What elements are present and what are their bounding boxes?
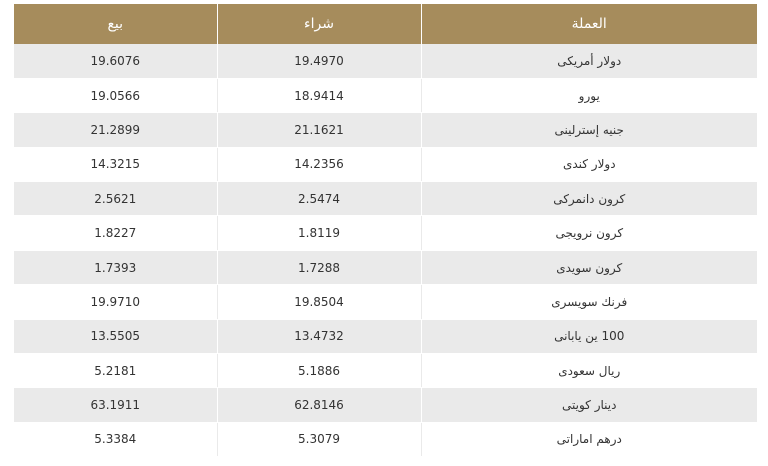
buy-rate: 19.8504 bbox=[216, 284, 421, 320]
table-row: جنيه إسترلينى 21.1621 21.2899 bbox=[14, 112, 757, 148]
buy-rate: 5.1886 bbox=[216, 353, 421, 389]
buy-rate: 14.2356 bbox=[216, 147, 421, 183]
table-row: كرون دانمركى 2.5474 2.5621 bbox=[14, 181, 757, 217]
currency-name: كرون نرويجى bbox=[420, 215, 757, 251]
sell-rate: 14.3215 bbox=[14, 147, 217, 183]
table-row: فرنك سويسرى 19.8504 19.9710 bbox=[14, 284, 757, 320]
table-row: كرون نرويجى 1.8119 1.8227 bbox=[14, 215, 757, 251]
table-row: يورو 18.9414 19.0566 bbox=[14, 78, 757, 114]
sell-rate: 19.9710 bbox=[14, 284, 217, 320]
sell-rate: 5.3384 bbox=[14, 422, 217, 458]
currency-name: دينار كويتى bbox=[420, 387, 757, 423]
table-row: دولار كندى 14.2356 14.3215 bbox=[14, 147, 757, 183]
buy-rate: 18.9414 bbox=[216, 78, 421, 114]
table-row: ريال سعودى 5.1886 5.2181 bbox=[14, 353, 757, 389]
buy-rate: 62.8146 bbox=[216, 387, 421, 423]
table-row: 100 ين يابانى 13.4732 13.5505 bbox=[14, 319, 757, 355]
sell-rate: 5.2181 bbox=[14, 353, 217, 389]
sell-rate: 1.7393 bbox=[14, 250, 217, 286]
sell-rate: 1.8227 bbox=[14, 215, 217, 251]
table-row: دولار أمريكى 19.4970 19.6076 bbox=[14, 44, 757, 79]
table-row: درهم اماراتى 5.3079 5.3384 bbox=[14, 422, 757, 458]
sell-rate: 2.5621 bbox=[14, 181, 217, 217]
header-sell: بيع bbox=[107, 16, 124, 32]
buy-rate: 19.4970 bbox=[216, 44, 421, 79]
header-currency: العملة bbox=[420, 4, 757, 44]
buy-rate: 2.5474 bbox=[216, 181, 421, 217]
sell-rate: 19.6076 bbox=[14, 44, 217, 79]
currency-name: جنيه إسترلينى bbox=[420, 112, 757, 148]
header-buy: شراء bbox=[216, 4, 421, 44]
sell-rate: 19.0566 bbox=[14, 78, 217, 114]
exchange-rates-table-container: العملة شراء بيع دولار أمريكى 19.4970 19.… bbox=[14, 4, 757, 458]
currency-name: ريال سعودى bbox=[420, 353, 757, 389]
table-row: دينار كويتى 62.8146 63.1911 bbox=[14, 387, 757, 423]
currency-name: درهم اماراتى bbox=[420, 422, 757, 458]
currency-name: دولار أمريكى bbox=[420, 44, 757, 79]
currency-name: 100 ين يابانى bbox=[420, 319, 757, 355]
currency-name: كرون دانمركى bbox=[420, 181, 757, 217]
buy-rate: 1.8119 bbox=[216, 215, 421, 251]
currency-name: كرون سويدى bbox=[420, 250, 757, 286]
table-row: كرون سويدى 1.7288 1.7393 bbox=[14, 250, 757, 286]
currency-name: دولار كندى bbox=[420, 147, 757, 183]
table-header-row: العملة شراء بيع bbox=[14, 4, 757, 44]
buy-rate: 21.1621 bbox=[216, 112, 421, 148]
buy-rate: 13.4732 bbox=[216, 319, 421, 355]
buy-rate: 5.3079 bbox=[216, 422, 421, 458]
exchange-rates-table: العملة شراء بيع دولار أمريكى 19.4970 19.… bbox=[14, 4, 757, 458]
currency-name: فرنك سويسرى bbox=[420, 284, 757, 320]
sell-rate: 63.1911 bbox=[14, 387, 217, 423]
currency-name: يورو bbox=[420, 78, 757, 114]
sell-rate: 13.5505 bbox=[14, 319, 217, 355]
buy-rate: 1.7288 bbox=[216, 250, 421, 286]
sell-rate: 21.2899 bbox=[14, 112, 217, 148]
